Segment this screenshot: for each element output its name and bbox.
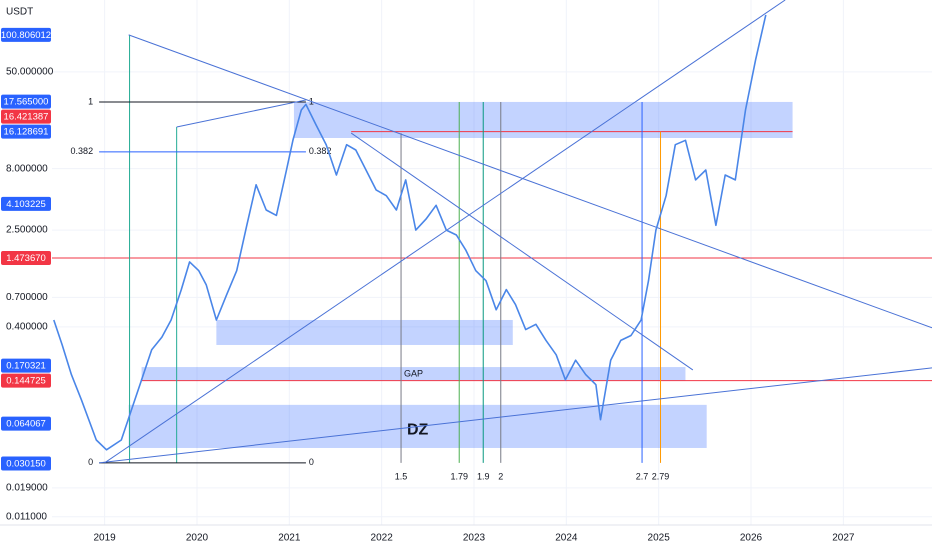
price-line	[53, 14, 767, 451]
price-badge-label: 0.144725	[6, 376, 46, 387]
x-tick-label: 2019	[94, 533, 117, 544]
vertical-line-label: 1.79	[450, 471, 468, 481]
price-badge-label: 16.421387	[4, 112, 49, 123]
unit-label: USDT	[6, 7, 33, 18]
vertical-line-label: 2	[498, 471, 503, 481]
y-tick-label: 50.000000	[6, 67, 54, 78]
x-tick-label: 2023	[463, 533, 486, 544]
trendline	[350, 132, 694, 371]
trendline	[176, 99, 307, 128]
y-tick-label: 0.019000	[6, 482, 48, 493]
price-badge	[1, 124, 51, 139]
trendline	[104, 0, 786, 464]
price-badge	[1, 196, 51, 211]
y-tick-label: 8.000000	[6, 163, 48, 174]
fib-label: 0.382	[309, 146, 332, 156]
zone	[216, 319, 513, 345]
y-tick-label: 0.400000	[6, 322, 48, 333]
fib-label: 0	[309, 457, 314, 467]
vertical-line-label: 1.9	[477, 471, 490, 481]
price-badge	[1, 358, 51, 373]
price-badge-label: 0.030150	[6, 458, 46, 469]
zone	[141, 367, 686, 381]
y-tick-label: 0.011000	[6, 511, 47, 522]
price-badge-label: 0.170321	[6, 361, 46, 372]
x-tick-label: 2026	[740, 533, 763, 544]
fib-label: 1	[88, 96, 93, 106]
x-tick-label: 2020	[186, 533, 209, 544]
vertical-line-label: 2.79	[652, 471, 670, 481]
zone-label: GAP	[404, 368, 423, 378]
price-badge-label: 1.473670	[6, 253, 46, 264]
price-badge-label: 4.103225	[6, 199, 46, 210]
price-badge	[1, 416, 51, 431]
price-badge	[1, 373, 51, 388]
y-tick-label: 0.700000	[6, 292, 48, 303]
trendline	[99, 367, 932, 464]
vertical-line-label: 1.5	[395, 471, 408, 481]
price-badge	[1, 251, 51, 266]
fib-label: 0	[88, 457, 93, 467]
zone	[293, 101, 793, 138]
y-tick-label: 2.500000	[6, 225, 48, 236]
fib-label: 0.382	[71, 146, 94, 156]
price-badge	[1, 109, 51, 124]
zone-label: DZ	[407, 422, 429, 439]
x-tick-label: 2022	[371, 533, 394, 544]
trendline	[128, 34, 932, 329]
price-badge-label: 100.806012	[1, 30, 51, 41]
price-badge-label: 0.064067	[6, 419, 46, 430]
vertical-line-label: 2.7	[636, 471, 649, 481]
x-tick-label: 2027	[832, 533, 855, 544]
price-badge-label: 16.128691	[4, 127, 49, 138]
price-badge	[1, 94, 51, 109]
price-badge	[1, 27, 51, 42]
price-badge-label: 17.565000	[4, 97, 49, 108]
x-tick-label: 2021	[278, 533, 301, 544]
x-tick-label: 2025	[648, 533, 671, 544]
x-tick-label: 2024	[555, 533, 578, 544]
price-badge	[1, 456, 51, 471]
